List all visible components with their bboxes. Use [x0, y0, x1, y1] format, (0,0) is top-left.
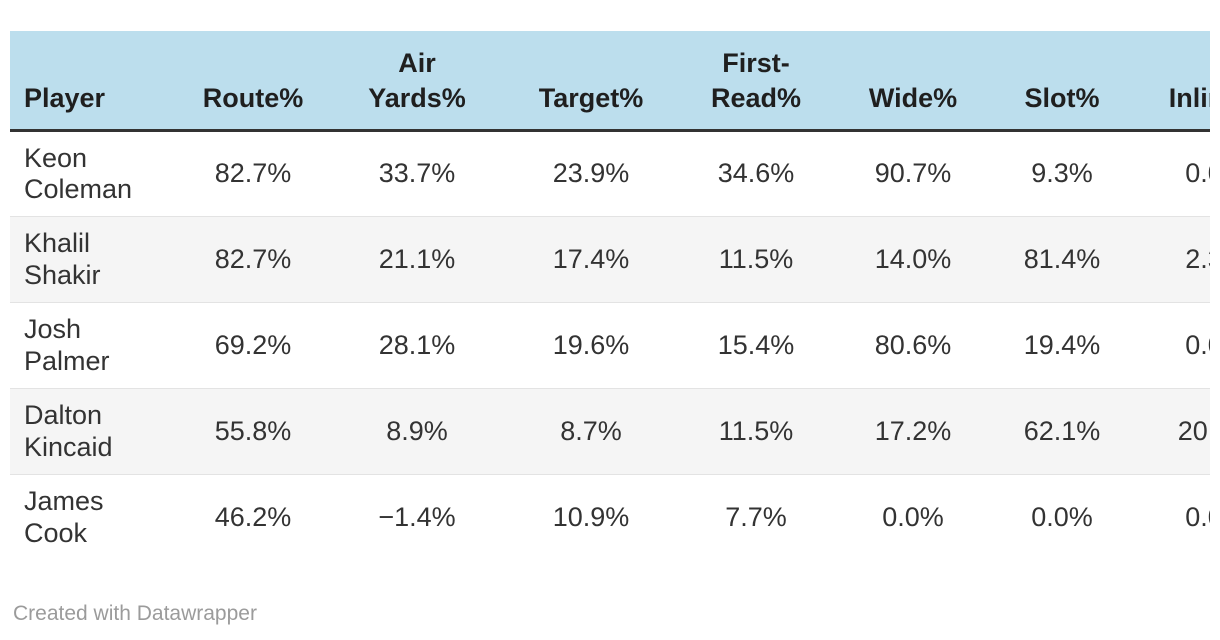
column-header-air-yards-pct: Air Yards% — [336, 31, 498, 133]
stat-cell: 17.4% — [498, 216, 684, 303]
player-stats-table: Player Route% Air Yards% Target% First- … — [10, 31, 1210, 561]
stat-cell: 28.1% — [336, 302, 498, 389]
table-container: Player Route% Air Yards% Target% First- … — [10, 31, 1210, 561]
player-name: Khalil Shakir — [10, 216, 170, 303]
player-name: Dalton Kincaid — [10, 388, 170, 475]
table-row: Keon Coleman 82.7% 33.7% 23.9% 34.6% 90.… — [10, 130, 1210, 217]
stat-cell: 15.4% — [684, 302, 828, 389]
stat-cell: 20.7% — [1126, 388, 1210, 475]
table-row: Khalil Shakir 82.7% 21.1% 17.4% 11.5% 14… — [10, 216, 1210, 303]
stat-cell: 33.7% — [336, 130, 498, 217]
stat-cell: 11.5% — [684, 388, 828, 475]
table-row: Josh Palmer 69.2% 28.1% 19.6% 15.4% 80.6… — [10, 302, 1210, 389]
stat-cell: 69.2% — [170, 302, 336, 389]
stat-cell: 55.8% — [170, 388, 336, 475]
stat-cell: 80.6% — [828, 302, 998, 389]
stat-cell: 0.0% — [998, 474, 1126, 561]
stat-cell: 9.3% — [998, 130, 1126, 217]
player-name: Josh Palmer — [10, 302, 170, 389]
stat-cell: 0.0% — [1126, 130, 1210, 217]
stat-cell: 34.6% — [684, 130, 828, 217]
player-name: James Cook — [10, 474, 170, 561]
stat-cell: 81.4% — [998, 216, 1126, 303]
stat-cell: 23.9% — [498, 130, 684, 217]
column-header-first-read-pct: First- Read% — [684, 31, 828, 133]
stat-cell: 21.1% — [336, 216, 498, 303]
stat-cell: 82.7% — [170, 130, 336, 217]
stat-cell: 0.0% — [1126, 474, 1210, 561]
table-row: Dalton Kincaid 55.8% 8.9% 8.7% 11.5% 17.… — [10, 388, 1210, 475]
stat-cell: 19.4% — [998, 302, 1126, 389]
stat-cell: 8.9% — [336, 388, 498, 475]
column-header-target-pct: Target% — [498, 31, 684, 133]
stat-cell: 0.0% — [1126, 302, 1210, 389]
stat-cell: −1.4% — [336, 474, 498, 561]
table-row: James Cook 46.2% −1.4% 10.9% 7.7% 0.0% 0… — [10, 474, 1210, 561]
stat-cell: 46.2% — [170, 474, 336, 561]
stat-cell: 0.0% — [828, 474, 998, 561]
column-header-route-pct: Route% — [170, 31, 336, 133]
datawrapper-credit-link[interactable]: Created with Datawrapper — [13, 602, 257, 625]
player-name: Keon Coleman — [10, 130, 170, 217]
stat-cell: 7.7% — [684, 474, 828, 561]
column-header-wide-pct: Wide% — [828, 31, 998, 133]
header-row: Player Route% Air Yards% Target% First- … — [10, 31, 1210, 133]
column-header-player: Player — [10, 31, 170, 133]
stat-cell: 90.7% — [828, 130, 998, 217]
stat-cell: 19.6% — [498, 302, 684, 389]
stat-cell: 62.1% — [998, 388, 1126, 475]
stat-cell: 14.0% — [828, 216, 998, 303]
column-header-inline-pct: Inline% — [1126, 31, 1210, 133]
stat-cell: 2.3% — [1126, 216, 1210, 303]
stat-cell: 11.5% — [684, 216, 828, 303]
stat-cell: 10.9% — [498, 474, 684, 561]
stat-cell: 17.2% — [828, 388, 998, 475]
stat-cell: 8.7% — [498, 388, 684, 475]
stat-cell: 82.7% — [170, 216, 336, 303]
column-header-slot-pct: Slot% — [998, 31, 1126, 133]
